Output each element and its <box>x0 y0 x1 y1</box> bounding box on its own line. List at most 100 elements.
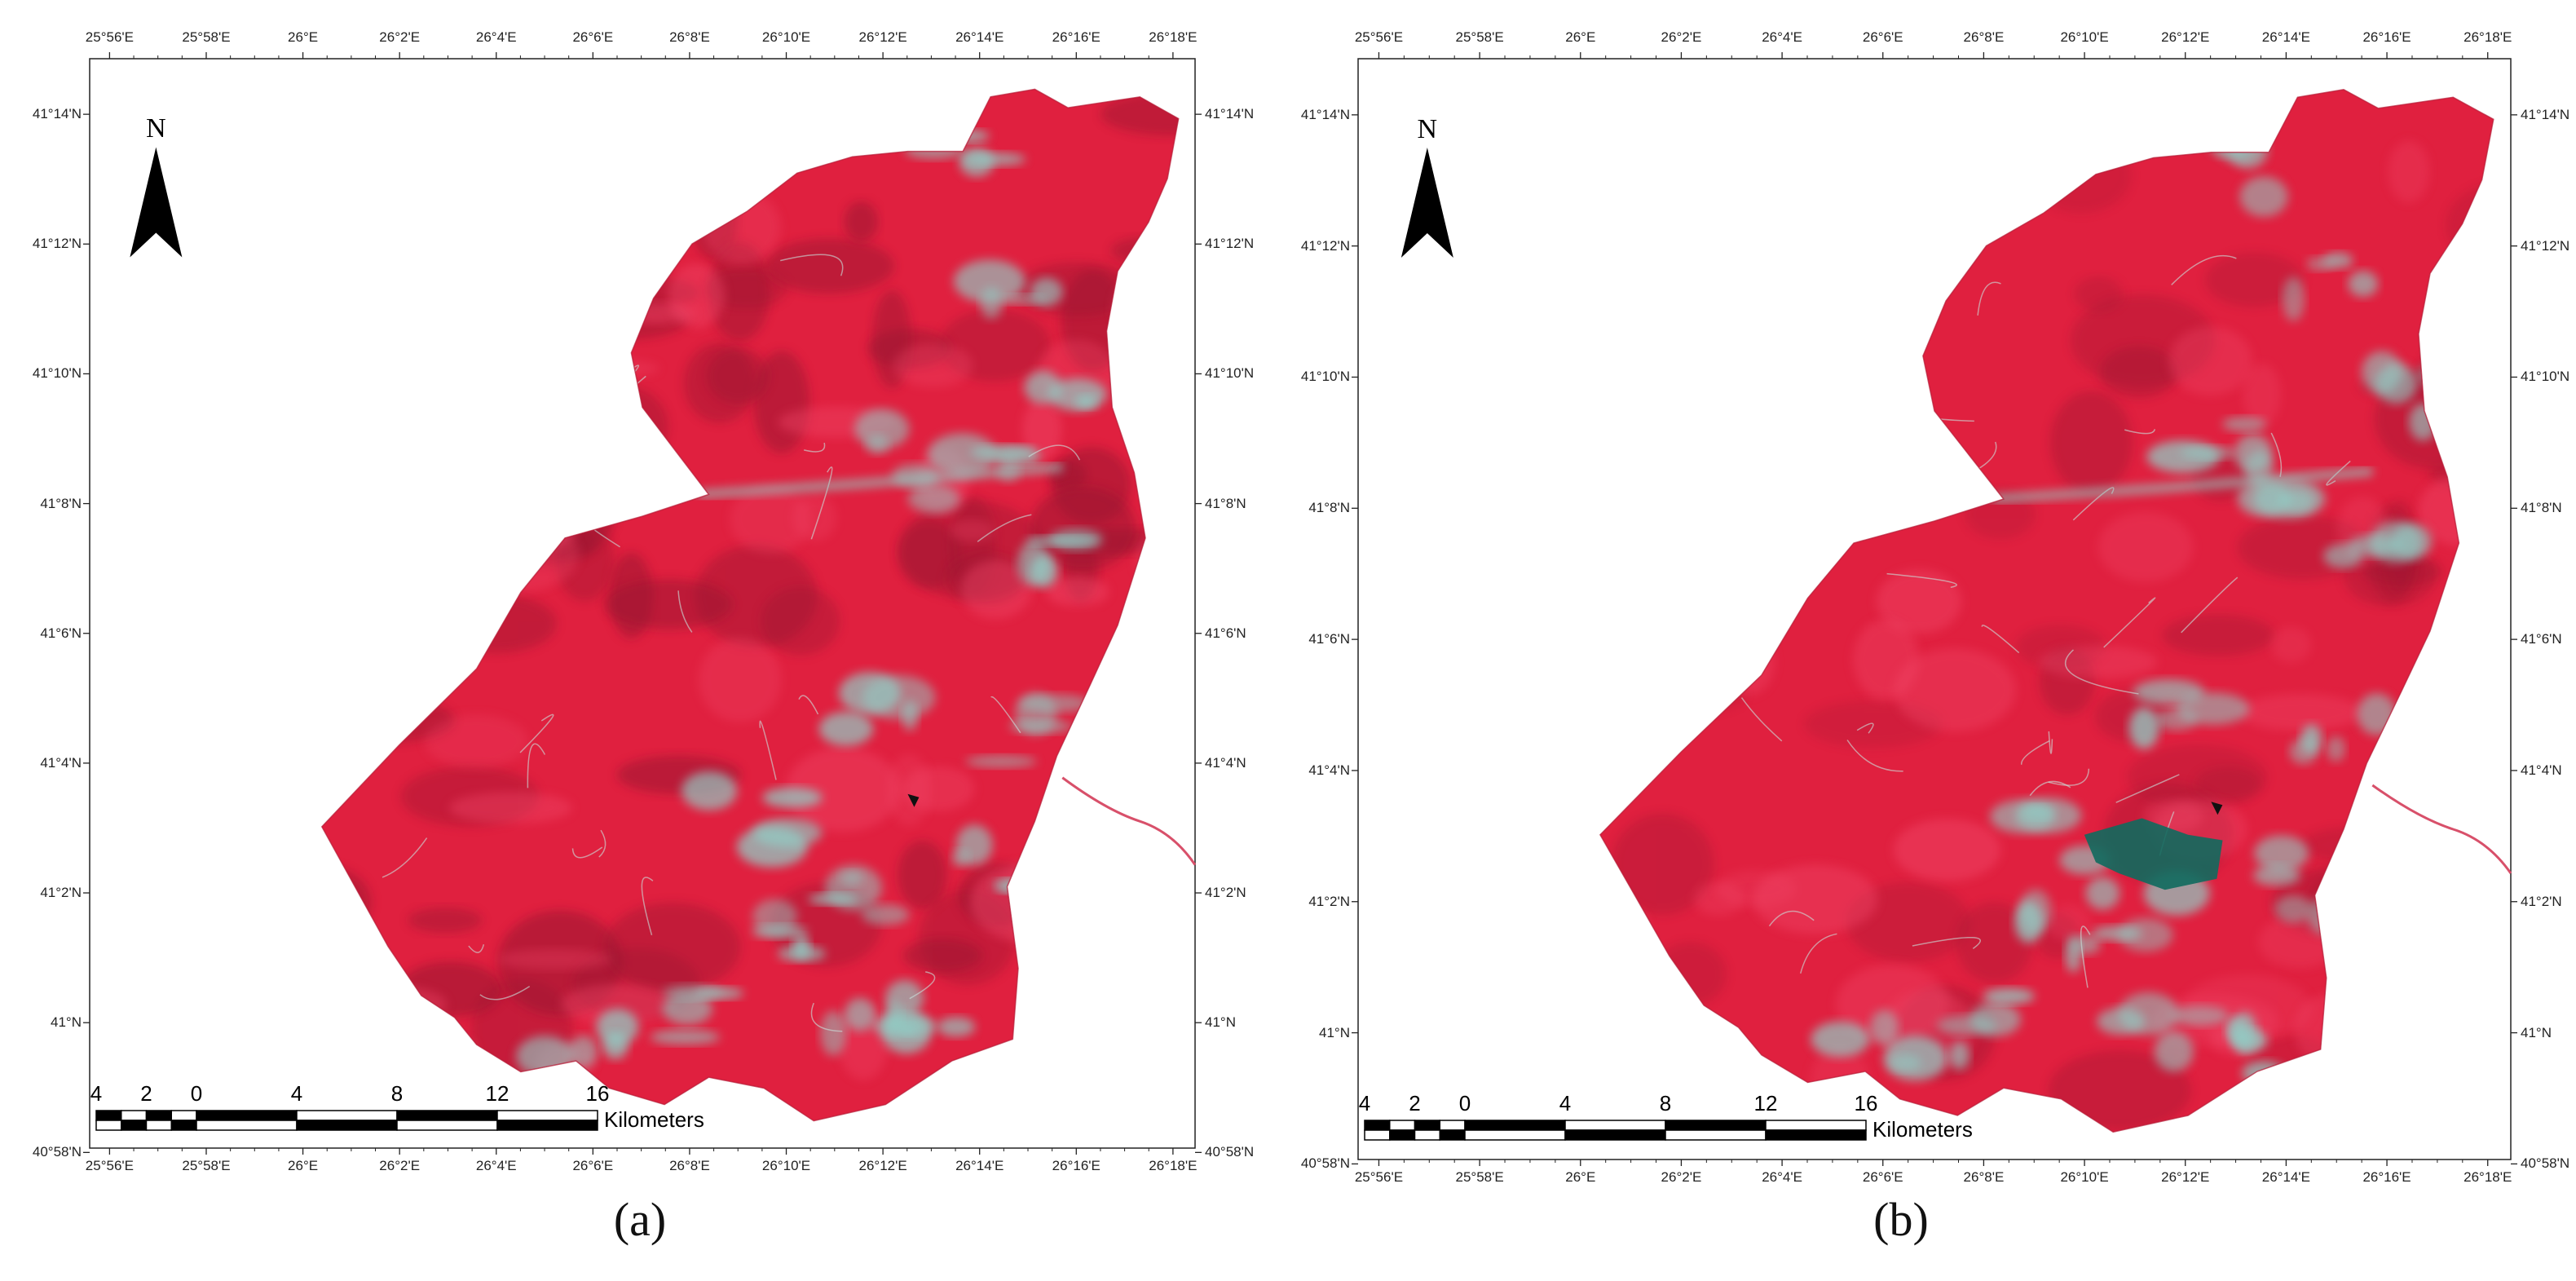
scale-number: 0 <box>190 1081 203 1106</box>
lon-label-top: 26°6'E <box>1862 29 1903 45</box>
north-label: N <box>146 113 166 144</box>
lat-label-right: 41°10'N <box>1205 365 1255 382</box>
point-marker <box>907 793 920 807</box>
map-caption: (b) <box>1873 1193 1929 1246</box>
lon-label-bottom: 26°16'E <box>2362 1169 2411 1185</box>
lon-label-top: 26°10'E <box>2060 29 2109 45</box>
river-outflow <box>1061 776 1197 866</box>
scale-number: 16 <box>585 1081 610 1106</box>
lon-label-bottom: 26°4'E <box>475 1158 517 1173</box>
lon-label-bottom: 26°8'E <box>1963 1169 2005 1185</box>
lat-label-left: 41°8'N <box>40 495 82 511</box>
burned-area <box>2084 818 2223 890</box>
map-panel-b: (b) 25°56'E 25°56'E 25°58'E 25°58'E 26°E 26°E… <box>1272 0 2576 1281</box>
lon-label-bottom: 26°E <box>288 1158 319 1173</box>
lon-label-top: 26°12'E <box>858 29 907 45</box>
lat-label-right: 41°10'N <box>2521 369 2570 385</box>
lat-label-right: 41°2'N <box>2521 893 2562 909</box>
lon-label-top: 26°4'E <box>475 29 517 45</box>
lat-label-left: 40°58'N <box>1300 1155 1350 1172</box>
lon-label-bottom: 26°14'E <box>2261 1169 2310 1185</box>
lon-label-bottom: 25°56'E <box>85 1158 135 1173</box>
lat-label-right: 41°6'N <box>1205 625 1246 641</box>
lon-label-top: 26°16'E <box>1052 29 1101 45</box>
lon-label-bottom: 26°10'E <box>761 1158 811 1173</box>
lon-label-bottom: 26°16'E <box>1052 1158 1101 1173</box>
lat-label-left: 41°4'N <box>40 754 82 771</box>
lon-label-bottom: 26°2'E <box>379 1158 421 1173</box>
lat-label-right: 41°12'N <box>1205 236 1255 252</box>
river-outflow <box>2371 784 2512 874</box>
lat-label-left: 40°58'N <box>32 1144 82 1160</box>
lat-label-left: 41°4'N <box>1308 762 1350 778</box>
lat-label-right: 41°6'N <box>2521 631 2562 647</box>
lat-label-left: 41°2'N <box>40 885 82 901</box>
lat-label-right: 41°14'N <box>1205 106 1255 122</box>
lon-label-bottom: 26°14'E <box>955 1158 1004 1173</box>
lon-label-top: 25°56'E <box>85 29 135 45</box>
lon-label-top: 26°2'E <box>379 29 421 45</box>
lon-label-top: 26°2'E <box>1661 29 1702 45</box>
lat-label-left: 41°2'N <box>1308 893 1350 909</box>
lon-label-top: 26°18'E <box>2464 29 2512 45</box>
lat-label-left: 41°10'N <box>32 365 82 382</box>
scale-bar <box>95 1110 598 1131</box>
lon-label-top: 26°18'E <box>1149 29 1198 45</box>
lat-label-right: 41°N <box>1205 1014 1236 1031</box>
scale-bar <box>1364 1120 1867 1141</box>
lon-label-top: 26°10'E <box>761 29 811 45</box>
scale-number: 12 <box>1753 1091 1778 1115</box>
map-caption: (a) <box>613 1193 667 1246</box>
lon-label-bottom: 25°58'E <box>182 1158 231 1173</box>
scale-number: 2 <box>1409 1091 1421 1115</box>
lon-label-bottom: 25°58'E <box>1455 1169 1504 1185</box>
scale-number: 2 <box>140 1081 152 1106</box>
lon-label-bottom: 26°8'E <box>669 1158 710 1173</box>
lat-label-left: 41°6'N <box>40 625 82 641</box>
lon-label-bottom: 26°18'E <box>1149 1158 1198 1173</box>
lon-label-bottom: 26°6'E <box>1862 1169 1903 1185</box>
lon-label-bottom: 26°2'E <box>1661 1169 1702 1185</box>
lat-label-left: 41°12'N <box>32 236 82 252</box>
lat-label-left: 41°8'N <box>1308 500 1350 516</box>
lon-label-top: 26°8'E <box>1963 29 2005 45</box>
scale-unit-label: Kilometers <box>604 1107 704 1132</box>
lon-label-top: 26°6'E <box>572 29 614 45</box>
scale-number: 12 <box>485 1081 509 1106</box>
point-marker <box>2211 802 2223 815</box>
lat-label-right: 41°14'N <box>2521 106 2570 122</box>
lon-label-bottom: 26°6'E <box>572 1158 614 1173</box>
lon-label-top: 26°14'E <box>2261 29 2310 45</box>
lat-label-right: 41°4'N <box>2521 762 2562 778</box>
lon-label-bottom: 25°56'E <box>1354 1169 1404 1185</box>
lat-label-right: 41°12'N <box>2521 237 2570 254</box>
lon-label-top: 26°8'E <box>669 29 710 45</box>
scale-number: 4 <box>1559 1091 1572 1115</box>
lat-label-left: 41°6'N <box>1308 631 1350 647</box>
lon-label-top: 25°56'E <box>1354 29 1404 45</box>
watershed-image <box>1599 89 2494 1133</box>
lon-label-top: 26°12'E <box>2161 29 2210 45</box>
lon-label-top: 26°E <box>288 29 319 45</box>
scale-unit-label: Kilometers <box>1872 1117 1973 1142</box>
lon-label-top: 25°58'E <box>1455 29 1504 45</box>
scale-number: 16 <box>1854 1091 1878 1115</box>
lon-label-bottom: 26°E <box>1565 1169 1596 1185</box>
scale-number: 4 <box>90 1081 103 1106</box>
lat-label-right: 41°N <box>2521 1024 2552 1040</box>
lat-label-right: 40°58'N <box>2521 1155 2570 1172</box>
north-label: N <box>1417 114 1438 144</box>
lon-label-bottom: 26°12'E <box>2161 1169 2210 1185</box>
lat-label-left: 41°14'N <box>32 106 82 122</box>
lat-label-left: 41°N <box>1319 1024 1350 1040</box>
scale-number: 8 <box>1659 1091 1672 1115</box>
lon-label-bottom: 26°10'E <box>2060 1169 2109 1185</box>
scale-number: 4 <box>290 1081 303 1106</box>
lon-label-bottom: 26°18'E <box>2464 1169 2512 1185</box>
lat-label-left: 41°10'N <box>1300 369 1350 385</box>
map-canvas <box>1352 52 2517 1166</box>
lon-label-top: 26°E <box>1565 29 1596 45</box>
lat-label-right: 41°8'N <box>2521 500 2562 516</box>
lat-label-right: 41°8'N <box>1205 495 1246 511</box>
lat-label-right: 40°58'N <box>1205 1144 1255 1160</box>
